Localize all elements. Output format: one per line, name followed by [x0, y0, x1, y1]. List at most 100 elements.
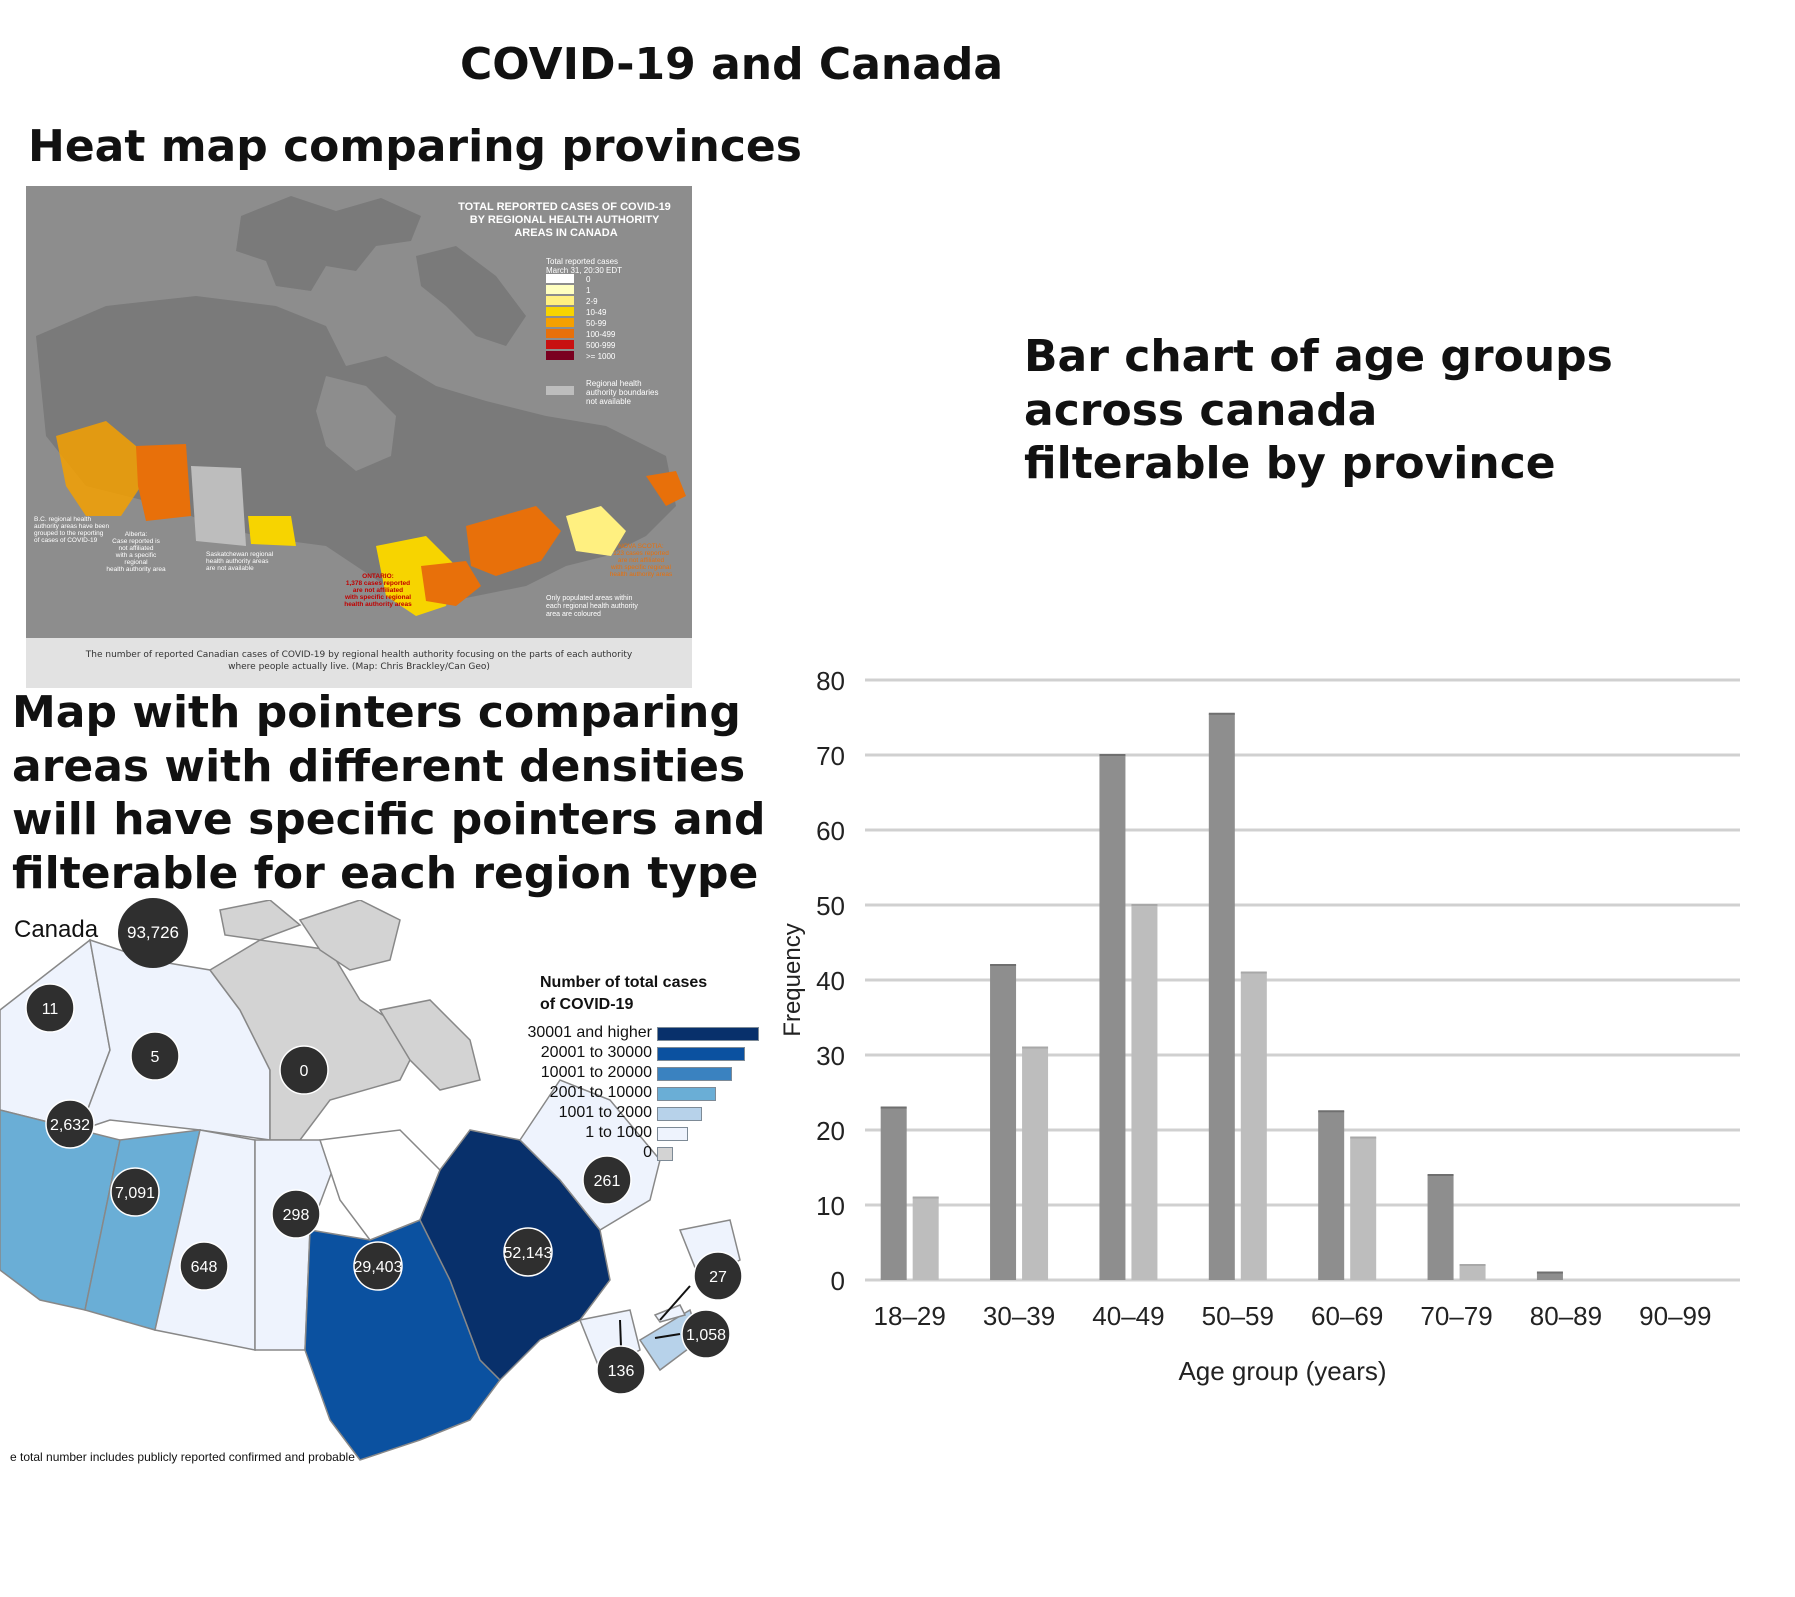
heat-map-caption: The number of reported Canadian cases of…	[85, 650, 633, 672]
bar-dark-50–59	[1208, 713, 1235, 1280]
legend-swatch[interactable]	[657, 1127, 688, 1141]
yukon-bubble-circle	[25, 983, 75, 1033]
note-sask-line: health authority areas	[206, 558, 269, 565]
legend-swatch[interactable]	[657, 1147, 673, 1161]
legend-label: 1001 to 2000	[558, 1104, 652, 1121]
x-tick-label: 30–39	[983, 1301, 1055, 1331]
legend-swatch[interactable]	[657, 1107, 702, 1121]
legend-swatch[interactable]	[657, 1027, 759, 1041]
note-populated-line: Only populated areas within	[546, 595, 632, 602]
y-tick-label: 10	[816, 1191, 845, 1221]
british-columbia-bubble[interactable]: 2,632	[45, 1099, 95, 1149]
bc-region	[56, 421, 141, 516]
x-tick-label: 80–89	[1530, 1301, 1602, 1331]
x-tick-label: 40–49	[1092, 1301, 1164, 1331]
yukon-bubble-value: 11	[42, 1001, 59, 1018]
age-group-bar-chart: 0 10 20 30 40 50 60 70 80 18–29 30–39 40–49 50–59 60–…	[779, 666, 1740, 1386]
heat-legend-swatch	[546, 340, 574, 349]
baffin-shape	[378, 999, 481, 1091]
heat-legend-header-line: March 31, 20:30 EDT	[546, 266, 622, 275]
x-tick-label: 18–29	[874, 1301, 946, 1331]
baffin-island-shape	[416, 246, 526, 346]
alberta-bubble[interactable]: 7,091	[110, 1167, 160, 1217]
note-populated: Only populated areas within each regional…	[546, 595, 638, 618]
saskatchewan-bubble-circle	[179, 1241, 229, 1291]
quebec-bubble-value: 52,143	[504, 1245, 553, 1262]
y-tick-label: 0	[831, 1266, 845, 1296]
legend-swatch[interactable]	[657, 1067, 732, 1081]
note-alberta-line: regional	[124, 559, 148, 566]
note-atlantic: NOVA SCOTIA: 123 cases reported are not af…	[610, 543, 673, 578]
northwest-territories-bubble[interactable]: 5	[130, 1031, 180, 1081]
bar-dark-30–39	[990, 965, 1017, 1280]
note-atlantic-line: are not affiliated	[618, 557, 665, 564]
pointer-map-heading: Map with pointers comparing areas with d…	[12, 687, 766, 900]
y-tick-label: 80	[816, 666, 845, 696]
legend-swatch[interactable]	[657, 1047, 745, 1061]
new-brunswick-bubble[interactable]: 136	[596, 1345, 646, 1395]
heat-map-title: TOTAL REPORTED CASES OF COVID-19 BY REGI…	[458, 201, 674, 239]
heat-legend-label: 100-499	[586, 330, 616, 339]
manitoba-bubble-circle	[271, 1189, 321, 1239]
y-tick-label: 20	[816, 1116, 845, 1146]
heat-legend-label: 10-49	[586, 308, 607, 317]
saskatchewan-bubble[interactable]: 648	[179, 1241, 229, 1291]
note-ontario-line: 1,378 cases reported	[346, 580, 410, 587]
newfoundland-labrador-bubble[interactable]: 261	[582, 1155, 632, 1205]
note-populated-line: each regional health authority	[546, 603, 638, 610]
bar-dark-80–89	[1536, 1272, 1563, 1280]
canada-total-bubble[interactable]: 93,726	[118, 898, 188, 968]
x-tick-label: 70–79	[1420, 1301, 1492, 1331]
yukon-bubble[interactable]: 11	[25, 983, 75, 1033]
nova-scotia-bubble[interactable]: 1,058	[681, 1309, 731, 1359]
manitoba-bubble[interactable]: 298	[271, 1189, 321, 1239]
note-bc: B.C. regional health authority areas have…	[34, 516, 110, 544]
heat-legend-label: 50-99	[586, 319, 607, 328]
arctic-island-shape-2	[219, 900, 302, 941]
northwest-territories-bubble-circle	[130, 1031, 180, 1081]
note-atlantic-line: 123 cases reported	[613, 550, 669, 557]
y-tick-label: 70	[816, 741, 845, 771]
heat-legend-swatch	[546, 318, 574, 327]
heat-legend-label: 2-9	[586, 297, 598, 306]
alberta-bubble-circle	[110, 1167, 160, 1217]
nunavut-bubble[interactable]: 0	[279, 1045, 329, 1095]
legend-label: 1 to 1000	[585, 1124, 652, 1141]
bar-light-70–79	[1459, 1265, 1486, 1280]
bar-light-30–39	[1022, 1047, 1049, 1280]
heat-legend-no-boundary: Regional health authority boundaries not a…	[586, 379, 659, 406]
heat-legend-header-line: Total reported cases	[546, 257, 618, 266]
main-title: COVID-19 and Canada	[460, 39, 1004, 90]
bar-dark-40–49	[1099, 755, 1126, 1280]
quebec-bubble[interactable]: 52,143	[503, 1227, 553, 1277]
note-sask: Saskatchewan regional health authority ar…	[206, 551, 274, 572]
note-sask-line: are not available	[206, 565, 254, 572]
note-bc-line: authority areas have been	[34, 523, 110, 530]
heat-legend-swatch	[546, 285, 574, 294]
note-ontario-line: ONTARIO:	[362, 573, 394, 580]
heat-legend-no-boundary-swatch	[546, 386, 574, 395]
canada-label: Canada	[14, 916, 99, 943]
prince-edward-island-bubble[interactable]: 27	[693, 1251, 743, 1301]
note-alberta: Alberta: Case reported is not affiliated wi…	[106, 531, 166, 573]
ontario-bubble-value: 29,403	[354, 1259, 403, 1276]
heat-legend-no-boundary-line: Regional health	[586, 379, 642, 388]
prince-edward-island-bubble-circle	[693, 1251, 743, 1301]
note-alberta-line: Alberta:	[125, 531, 148, 538]
prince-edward-island-bubble-value: 27	[709, 1269, 727, 1286]
region-bubbles: 11 5 0 2,632 7,091 648 298 29,403 52,143 261 27 1,0…	[25, 983, 743, 1395]
nova-scotia-bubble-value: 1,058	[686, 1327, 726, 1344]
saskatchewan-region	[191, 466, 246, 546]
heat-legend-swatch	[546, 329, 574, 338]
note-atlantic-line: health authority areas	[610, 571, 673, 578]
legend-label: 20001 to 30000	[540, 1044, 652, 1061]
note-ontario: ONTARIO: 1,378 cases reported are not affi…	[344, 573, 412, 608]
manitoba-bubble-value: 298	[283, 1207, 310, 1224]
ontario-bubble[interactable]: 29,403	[353, 1241, 403, 1291]
heat-legend-swatch	[546, 296, 574, 305]
newfoundland-labrador-bubble-value: 261	[594, 1173, 621, 1190]
newfoundland-region	[646, 471, 686, 506]
y-tick-label: 30	[816, 1041, 845, 1071]
legend-label: 10001 to 20000	[540, 1064, 652, 1081]
legend-swatch[interactable]	[657, 1087, 716, 1101]
